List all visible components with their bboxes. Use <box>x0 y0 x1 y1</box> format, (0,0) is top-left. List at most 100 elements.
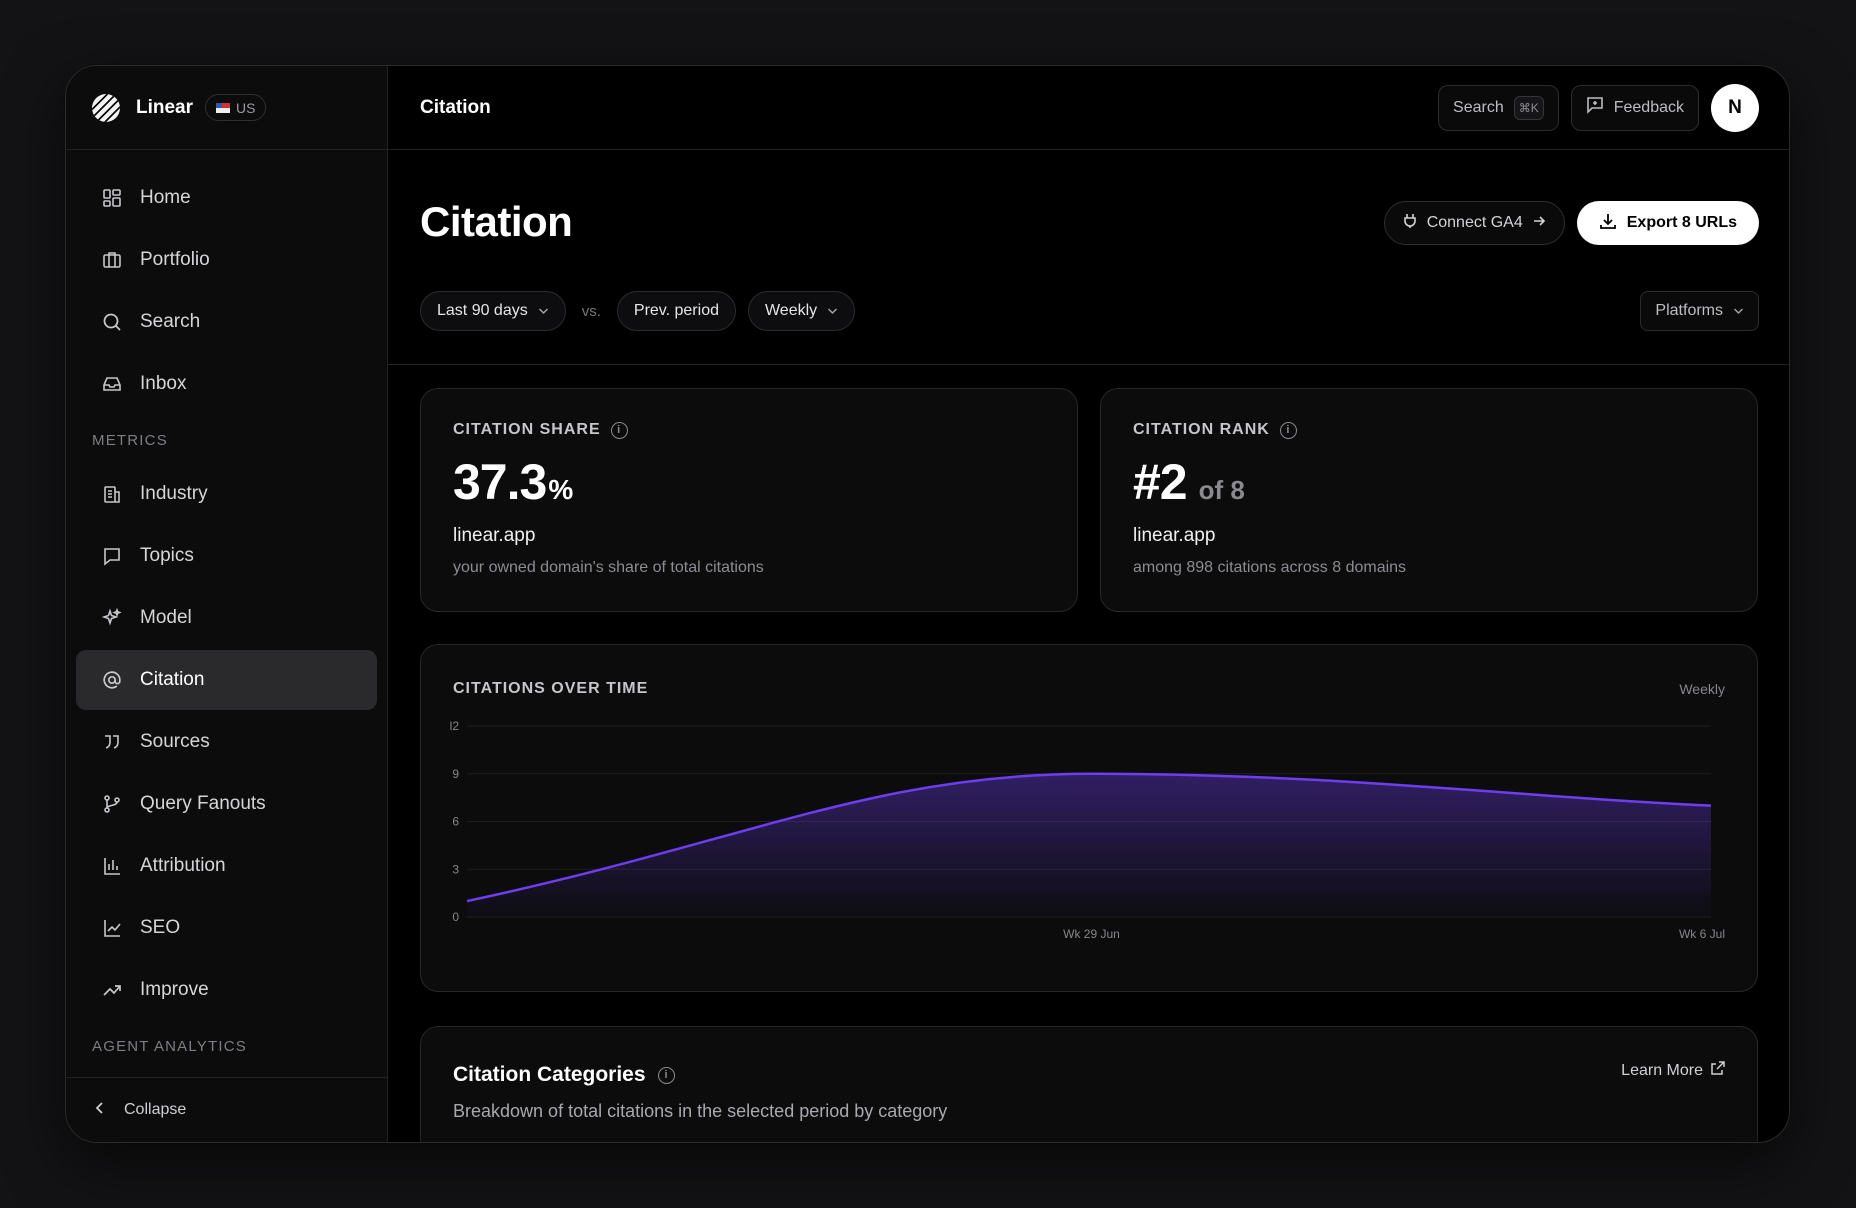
download-icon <box>1599 212 1617 235</box>
compare-period-label: Prev. period <box>633 302 719 319</box>
sidebar-item-inbox[interactable]: Inbox <box>76 354 377 414</box>
search-button[interactable]: Search ⌘K <box>1438 84 1559 131</box>
sidebar-item-citation[interactable]: Citation <box>76 650 377 710</box>
sidebar-item-query-fanouts[interactable]: Query Fanouts <box>76 774 377 834</box>
info-icon[interactable]: i <box>610 421 628 439</box>
x-tick-label: Wk 6 Jul <box>1679 927 1725 941</box>
card-description: among 898 citations across 8 domains <box>1133 559 1407 576</box>
learn-more-label: Learn More <box>1621 1061 1703 1079</box>
sidebar-item-topics[interactable]: Topics <box>76 526 377 586</box>
citation-rank-value: #2 <box>1133 454 1188 510</box>
quote-icon <box>102 732 122 752</box>
region-badge[interactable]: US <box>205 94 267 121</box>
sidebar: Linear US Home Portfolio <box>66 66 388 1142</box>
filter-bar: Last 90 days vs. Prev. period Weekly <box>388 280 1789 365</box>
chevron-down-icon <box>1733 302 1744 320</box>
sidebar-nav: Home Portfolio Search Inbox METRI <box>66 150 387 1068</box>
region-label: US <box>236 99 256 116</box>
y-tick-label: 6 <box>452 815 459 829</box>
card-label: CITATION SHARE <box>453 421 601 438</box>
collapse-button[interactable]: Collapse <box>66 1077 387 1142</box>
main-content: Citation Search ⌘K Feedback N Citation <box>388 66 1789 1142</box>
sidebar-item-label: Topics <box>140 545 194 566</box>
avatar[interactable]: N <box>1711 83 1759 132</box>
building-icon <box>102 484 122 504</box>
external-link-icon <box>1711 1061 1725 1080</box>
sidebar-item-label: Citation <box>140 669 205 690</box>
bar-chart-icon <box>102 856 122 876</box>
feedback-button[interactable]: Feedback <box>1570 84 1699 131</box>
sidebar-item-label: Improve <box>140 979 209 1000</box>
chevron-left-icon <box>94 1101 106 1120</box>
sidebar-item-label: Attribution <box>140 855 226 876</box>
series-area <box>467 773 1711 917</box>
sparkle-icon <box>102 608 122 628</box>
sidebar-item-attribution[interactable]: Attribution <box>76 836 377 896</box>
card-domain: linear.app <box>1133 525 1216 546</box>
card-label: CITATION RANK <box>1133 421 1270 438</box>
platforms-label: Platforms <box>1655 302 1723 319</box>
citation-rank-card: CITATION RANK i #2 of 8 linear.app among… <box>1100 388 1758 612</box>
sidebar-item-home[interactable]: Home <box>76 168 377 228</box>
y-tick-label: 9 <box>452 767 459 781</box>
chevron-down-icon <box>538 302 549 320</box>
kpi-cards: CITATION SHARE i 37.3 % linear.app your … <box>420 388 1758 612</box>
sidebar-section-metrics: METRICS <box>92 431 168 449</box>
sidebar-section-agent-analytics: AGENT ANALYTICS <box>92 1037 247 1055</box>
inbox-icon <box>102 374 122 394</box>
plug-icon <box>1403 213 1417 234</box>
sidebar-item-improve[interactable]: Improve <box>76 960 377 1020</box>
topbar: Citation Search ⌘K Feedback N <box>388 66 1789 150</box>
sidebar-item-label: Inbox <box>140 373 187 394</box>
card-description: your owned domain's share of total citat… <box>453 559 764 576</box>
citation-share-unit: % <box>548 474 573 505</box>
export-urls-button[interactable]: Export 8 URLs <box>1576 201 1759 245</box>
citation-share-card: CITATION SHARE i 37.3 % linear.app your … <box>420 388 1078 612</box>
info-icon[interactable]: i <box>1279 421 1297 439</box>
vs-label: vs. <box>581 302 601 320</box>
interval-select[interactable]: Weekly <box>747 291 856 331</box>
citation-share-value: 37.3 <box>453 454 547 510</box>
sidebar-item-seo[interactable]: SEO <box>76 898 377 958</box>
sidebar-item-label: Query Fanouts <box>140 793 266 814</box>
grid-icon <box>102 188 122 208</box>
sidebar-item-label: Home <box>140 187 191 208</box>
us-flag-icon <box>216 102 231 113</box>
platforms-select[interactable]: Platforms <box>1640 291 1759 331</box>
sidebar-item-industry[interactable]: Industry <box>76 464 377 524</box>
citation-rank-suffix: of 8 <box>1198 475 1245 505</box>
brand[interactable]: Linear US <box>66 66 387 150</box>
briefcase-icon <box>102 250 122 270</box>
arrow-right-icon <box>1533 214 1546 232</box>
topbar-title: Citation <box>420 96 491 118</box>
chart-frequency: Weekly <box>1679 681 1725 697</box>
page-header: Citation Connect GA4 Export 8 URLs <box>388 150 1789 280</box>
categories-title: Citation Categories <box>453 1063 646 1086</box>
connect-ga4-button[interactable]: Connect GA4 <box>1383 201 1565 245</box>
learn-more-link[interactable]: Learn More <box>1621 1061 1725 1080</box>
info-icon[interactable]: i <box>657 1066 675 1084</box>
card-domain: linear.app <box>453 525 536 546</box>
citations-chart: 0 3 6 9 l2 Wk 29 Jun Wk 6 Jul <box>450 719 1725 941</box>
connect-ga4-label: Connect GA4 <box>1426 214 1523 231</box>
search-shortcut: ⌘K <box>1513 95 1544 120</box>
sidebar-item-sources[interactable]: Sources <box>76 712 377 772</box>
sidebar-item-label: Portfolio <box>140 249 210 270</box>
compare-period-select[interactable]: Prev. period <box>616 291 736 331</box>
sidebar-item-portfolio[interactable]: Portfolio <box>76 230 377 290</box>
citations-over-time-card: CITATIONS OVER TIME Weekly 0 3 6 9 l2 Wk 29 J… <box>420 644 1758 992</box>
page-title: Citation <box>420 198 573 245</box>
y-tick-label: 3 <box>452 862 459 876</box>
sidebar-item-search[interactable]: Search <box>76 292 377 352</box>
date-range-select[interactable]: Last 90 days <box>420 291 566 331</box>
sidebar-item-model[interactable]: Model <box>76 588 377 648</box>
sidebar-item-label: Search <box>140 311 201 332</box>
at-icon <box>102 670 122 690</box>
series-line <box>466 772 1712 903</box>
line-chart-icon <box>102 918 122 938</box>
search-label: Search <box>1453 98 1504 116</box>
app-window: Linear US Home Portfolio <box>65 65 1790 1143</box>
x-tick-label: Wk 29 Jun <box>1063 927 1120 941</box>
export-urls-label: Export 8 URLs <box>1626 214 1737 231</box>
feedback-label: Feedback <box>1613 98 1684 116</box>
